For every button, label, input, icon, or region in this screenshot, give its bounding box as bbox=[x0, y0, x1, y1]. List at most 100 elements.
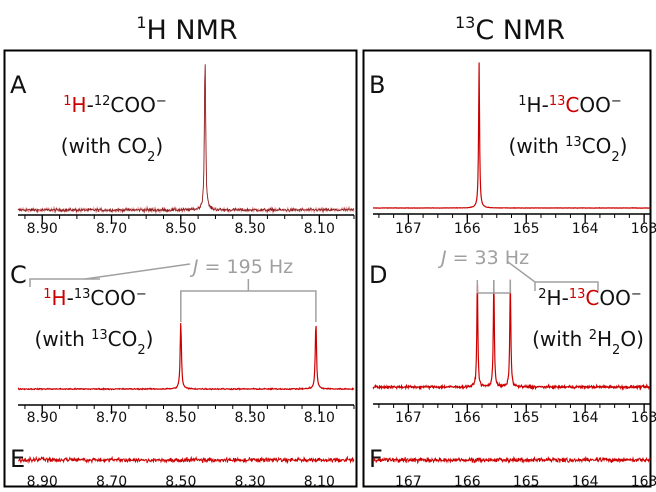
x-tick-label-c: 8.50 bbox=[165, 410, 196, 426]
column-title-13c: 13C NMR bbox=[455, 13, 565, 46]
condition-label-part: 2 bbox=[611, 150, 619, 165]
compound-label-part: - bbox=[67, 286, 74, 310]
compound-label-part: 12 bbox=[94, 94, 111, 109]
x-tick-label-c: 8.70 bbox=[96, 410, 127, 426]
spectrum-line-b bbox=[373, 62, 650, 209]
condition-label-part: (with bbox=[35, 327, 92, 351]
spectrum-line-d bbox=[372, 279, 651, 391]
panel-letter-a: A bbox=[10, 71, 27, 99]
spectrum-line-f bbox=[372, 455, 651, 465]
condition-label-part: (with bbox=[509, 134, 566, 158]
condition-label-part: ) bbox=[155, 134, 163, 158]
panel-a: A 8.90 8.70 8.50 8.30 8.10 1H-12COO− (with CO2) bbox=[10, 64, 355, 237]
x-tick-label-c: 8.90 bbox=[27, 410, 58, 426]
x-tick-label-d: 164 bbox=[572, 410, 599, 426]
panel-f: F 167 166 165 164 163 bbox=[369, 445, 656, 490]
compound-label-c: 1H-13COO− bbox=[43, 286, 146, 310]
x-tick-label-f: 164 bbox=[572, 474, 599, 490]
condition-label-part: 2 bbox=[589, 328, 597, 343]
x-tick-label-e: 8.30 bbox=[234, 474, 265, 490]
coupling-leader-c bbox=[29, 263, 191, 287]
column-title-1h: 1H NMR bbox=[136, 13, 237, 46]
column-title-13c-sup: 13 bbox=[455, 13, 475, 32]
compound-label-part: H- bbox=[547, 286, 569, 310]
x-tick-label-f: 167 bbox=[395, 474, 422, 490]
coupling-value: = 195 Hz bbox=[199, 256, 294, 278]
panel-letter-d: D bbox=[369, 261, 387, 289]
x-tick-label-e: 8.50 bbox=[165, 474, 196, 490]
compound-label-part: − bbox=[156, 94, 167, 109]
condition-label-part: (with bbox=[532, 327, 589, 351]
compound-label-part: C bbox=[585, 286, 599, 310]
compound-label-part: COO bbox=[110, 93, 155, 117]
column-title-1h-sup: 1 bbox=[136, 13, 146, 32]
left-panel-frame bbox=[3, 49, 358, 488]
spectrum-line-c bbox=[17, 323, 355, 391]
condition-label-part: (with CO bbox=[61, 134, 147, 158]
x-tick-label-a: 8.50 bbox=[165, 221, 196, 237]
compound-label-part: OO bbox=[599, 286, 630, 310]
coupling-bracket-c bbox=[180, 290, 317, 322]
compound-label-part: − bbox=[611, 94, 622, 109]
compound-label-part: 13 bbox=[549, 94, 566, 109]
coupling-value: = 33 Hz bbox=[447, 247, 530, 269]
spectrum-line-a bbox=[17, 64, 355, 214]
compound-label-part: H- bbox=[527, 93, 549, 117]
condition-label-part: 2 bbox=[612, 343, 620, 358]
coupling-j: J bbox=[437, 247, 447, 269]
condition-label-a: (with CO2) bbox=[61, 134, 163, 165]
x-tick-label-b: 164 bbox=[572, 221, 599, 237]
compound-label-part: 2 bbox=[538, 287, 546, 302]
compound-label-part: 1 bbox=[63, 94, 71, 109]
compound-label-part: 1 bbox=[518, 94, 526, 109]
compound-label-part: − bbox=[631, 287, 642, 302]
x-tick-label-d: 167 bbox=[395, 410, 422, 426]
compound-label-part: H bbox=[52, 286, 67, 310]
compound-label-d: 2H-13COO− bbox=[538, 286, 641, 310]
compound-label-part: 1 bbox=[43, 287, 51, 302]
x-tick-label-f: 163 bbox=[631, 474, 656, 490]
x-tick-label-d: 165 bbox=[513, 410, 540, 426]
x-tick-label-e: 8.90 bbox=[27, 474, 58, 490]
condition-label-part: 13 bbox=[91, 328, 108, 343]
condition-label-part: 2 bbox=[137, 343, 145, 358]
compound-label-part: OO bbox=[579, 93, 610, 117]
x-tick-label-a: 8.70 bbox=[96, 221, 127, 237]
condition-label-d: (with 2H2O) bbox=[532, 327, 644, 358]
x-tick-label-f: 165 bbox=[513, 474, 540, 490]
compound-label-part: C bbox=[565, 93, 579, 117]
coupling-leader-bracket-d bbox=[534, 281, 599, 291]
column-title-13c-main: C NMR bbox=[475, 15, 565, 46]
compound-label-part: 13 bbox=[569, 287, 586, 302]
panel-letter-b: B bbox=[369, 71, 385, 99]
x-tick-label-a: 8.10 bbox=[304, 221, 335, 237]
compound-label-part: COO bbox=[90, 286, 135, 310]
x-tick-label-a: 8.90 bbox=[27, 221, 58, 237]
condition-label-part: ) bbox=[146, 327, 154, 351]
x-tick-label-d: 166 bbox=[454, 410, 481, 426]
panel-letter-f: F bbox=[369, 445, 383, 473]
x-tick-label-b: 166 bbox=[454, 221, 481, 237]
coupling-label-c: J = 195 Hz bbox=[189, 256, 293, 278]
coupling-label-d: J = 33 Hz bbox=[437, 247, 529, 269]
spectrum-line-e bbox=[18, 455, 355, 465]
x-tick-label-b: 163 bbox=[631, 221, 656, 237]
x-tick-label-e: 8.10 bbox=[304, 474, 335, 490]
x-tick-label-d: 163 bbox=[631, 410, 656, 426]
panel-letter-c: C bbox=[10, 261, 27, 289]
x-tick-label-a: 8.30 bbox=[234, 221, 265, 237]
condition-label-part: 13 bbox=[565, 135, 582, 150]
condition-label-part: CO bbox=[108, 327, 138, 351]
condition-label-part: H bbox=[597, 327, 612, 351]
compound-label-part: − bbox=[136, 287, 147, 302]
coupling-leader-d bbox=[507, 261, 536, 283]
panel-letter-e: E bbox=[10, 445, 25, 473]
compound-label-part: 13 bbox=[74, 287, 91, 302]
condition-label-part: 2 bbox=[147, 150, 155, 165]
compound-label-part: - bbox=[87, 93, 94, 117]
coupling-j: J bbox=[189, 256, 199, 278]
x-tick-label-b: 165 bbox=[513, 221, 540, 237]
